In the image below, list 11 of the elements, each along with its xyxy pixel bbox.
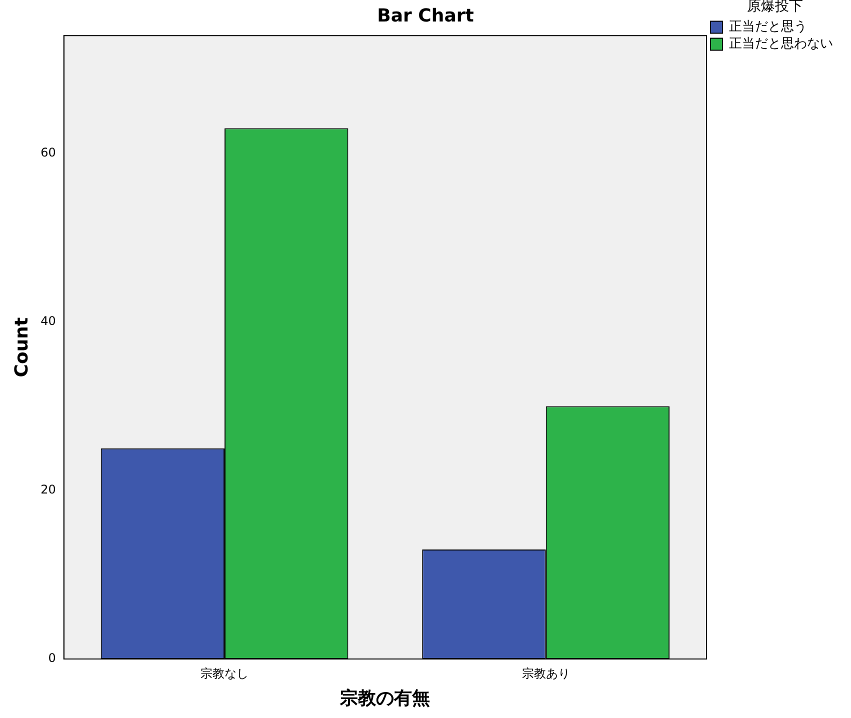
y-tick-label: 20: [40, 482, 56, 497]
chart-title: Bar Chart: [377, 5, 474, 26]
x-tick-label: 宗教なし: [200, 666, 249, 680]
y-tick-label: 0: [48, 651, 56, 666]
legend-label: 正当だと思わない: [729, 36, 833, 52]
x-axis-title: 宗教の有無: [339, 688, 430, 709]
x-tick-label: 宗教あり: [522, 666, 570, 680]
legend-label: 正当だと思う: [729, 20, 807, 35]
y-tick-label: 60: [40, 146, 56, 160]
y-axis-title: Count: [11, 317, 32, 378]
y-tick-label: 40: [40, 314, 56, 328]
